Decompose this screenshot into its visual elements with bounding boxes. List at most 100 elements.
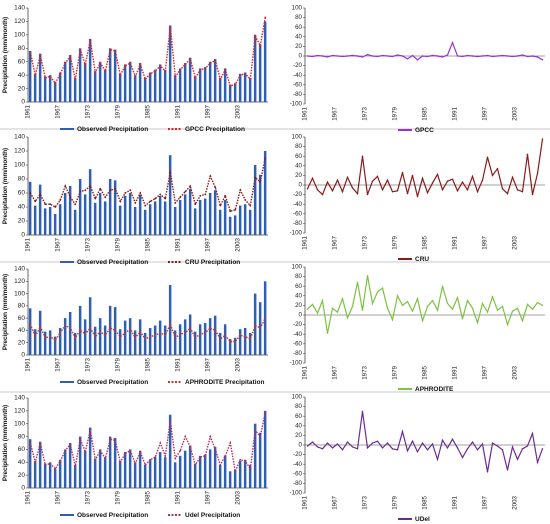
bias-line bbox=[307, 275, 543, 334]
observed-bar bbox=[153, 457, 157, 488]
estimate-point bbox=[204, 193, 207, 196]
bias-point bbox=[541, 138, 544, 140]
estimate-point bbox=[169, 25, 172, 28]
observed-bar bbox=[143, 77, 147, 102]
estimate-point bbox=[184, 435, 187, 438]
bias-point bbox=[406, 58, 409, 60]
observed-bar bbox=[98, 193, 102, 235]
observed-bar bbox=[58, 459, 62, 488]
bias-point bbox=[401, 171, 404, 174]
y-tick-label: 120 bbox=[14, 148, 25, 155]
observed-bar bbox=[68, 443, 72, 488]
bias-point bbox=[451, 308, 454, 310]
observed-bar bbox=[223, 68, 227, 102]
estimate-point bbox=[249, 338, 252, 340]
observed-bar bbox=[83, 194, 87, 235]
estimate-point bbox=[244, 199, 247, 201]
observed-bar bbox=[228, 471, 232, 488]
bias-point bbox=[431, 299, 434, 302]
observed-bar bbox=[68, 312, 72, 355]
estimate-point bbox=[94, 458, 97, 461]
y-axis-label: Precipitation (mm/month) bbox=[2, 274, 9, 350]
estimate-point bbox=[159, 442, 162, 444]
estimate-point bbox=[29, 442, 32, 444]
estimate-point bbox=[224, 194, 227, 197]
observed-bar bbox=[158, 195, 162, 235]
y-tick-label: 20 bbox=[18, 472, 26, 479]
x-tick-label: 1985 bbox=[422, 106, 429, 120]
bias-point bbox=[316, 446, 319, 448]
estimate-point bbox=[204, 67, 207, 70]
bias-point bbox=[531, 432, 534, 435]
estimate-point bbox=[244, 72, 247, 75]
observed-bar bbox=[63, 318, 67, 355]
estimate-point bbox=[84, 63, 87, 66]
bias-point bbox=[431, 443, 434, 445]
estimate-point bbox=[209, 175, 212, 178]
estimate-point bbox=[59, 331, 62, 334]
estimate-point bbox=[229, 340, 232, 343]
estimate-point bbox=[149, 335, 152, 338]
x-tick-label: 1973 bbox=[85, 237, 92, 251]
bias-point bbox=[491, 296, 494, 298]
y-tick-label: 80 bbox=[295, 273, 302, 280]
bias-point bbox=[426, 191, 429, 194]
bias-point bbox=[306, 188, 309, 190]
bias-point bbox=[531, 193, 534, 196]
bias-point bbox=[411, 174, 414, 177]
bias-point bbox=[346, 176, 349, 179]
x-tick-label: 1979 bbox=[392, 365, 399, 379]
estimate-point bbox=[54, 467, 57, 470]
estimate-point bbox=[49, 462, 52, 465]
bias-point bbox=[506, 192, 509, 195]
estimate-point bbox=[129, 62, 132, 64]
bias-point bbox=[476, 55, 479, 58]
estimate-point bbox=[239, 189, 242, 192]
estimate-point bbox=[174, 457, 177, 460]
observed-bar bbox=[98, 318, 102, 355]
y-tick-label: -60 bbox=[293, 210, 303, 217]
bias-point bbox=[356, 448, 359, 450]
bias-point bbox=[306, 55, 309, 57]
estimate-point bbox=[204, 454, 207, 457]
bias-point bbox=[456, 447, 459, 449]
observed-bar bbox=[238, 205, 242, 235]
observed-bar bbox=[138, 450, 142, 488]
y-tick-label: -20 bbox=[293, 451, 303, 458]
observed-bar bbox=[253, 34, 257, 102]
y-tick-label: 60 bbox=[18, 446, 26, 453]
estimate-point bbox=[99, 62, 102, 64]
x-tick-label: 1967 bbox=[332, 495, 339, 509]
estimate-point bbox=[89, 39, 92, 42]
estimate-point bbox=[229, 210, 232, 213]
observed-bar bbox=[188, 57, 192, 102]
y-tick-label: 60 bbox=[295, 413, 302, 420]
y-tick-label: 100 bbox=[14, 162, 25, 169]
observed-bar bbox=[123, 195, 127, 235]
x-tick-label: 1979 bbox=[392, 495, 399, 509]
y-tick-label: -80 bbox=[293, 91, 303, 98]
right-chart-4: -100 -80 -60 -40 -20 0 20 40 60 80 100 1961 1967 1973… bbox=[290, 394, 545, 523]
y-tick-label: 20 bbox=[295, 172, 302, 179]
bias-point bbox=[321, 55, 324, 57]
observed-bar bbox=[118, 205, 122, 235]
observed-bar bbox=[93, 458, 97, 488]
y-tick-label: 100 bbox=[14, 290, 25, 297]
observed-bar bbox=[233, 470, 237, 488]
bias-line bbox=[307, 40, 543, 61]
bias-point bbox=[496, 309, 499, 311]
observed-bar bbox=[168, 284, 172, 355]
bias-point bbox=[331, 307, 334, 309]
observed-bar bbox=[33, 461, 37, 488]
x-tick-label: 2003 bbox=[512, 106, 519, 120]
bias-point bbox=[336, 179, 339, 181]
bias-point bbox=[411, 54, 414, 57]
estimate-point bbox=[244, 460, 247, 462]
observed-bar bbox=[148, 327, 152, 355]
observed-bar bbox=[143, 464, 147, 488]
bias-point bbox=[326, 56, 329, 58]
bias-point bbox=[311, 55, 314, 58]
estimate-point bbox=[214, 59, 217, 62]
x-tick-label: 1997 bbox=[482, 106, 489, 120]
observed-bar bbox=[158, 320, 162, 355]
